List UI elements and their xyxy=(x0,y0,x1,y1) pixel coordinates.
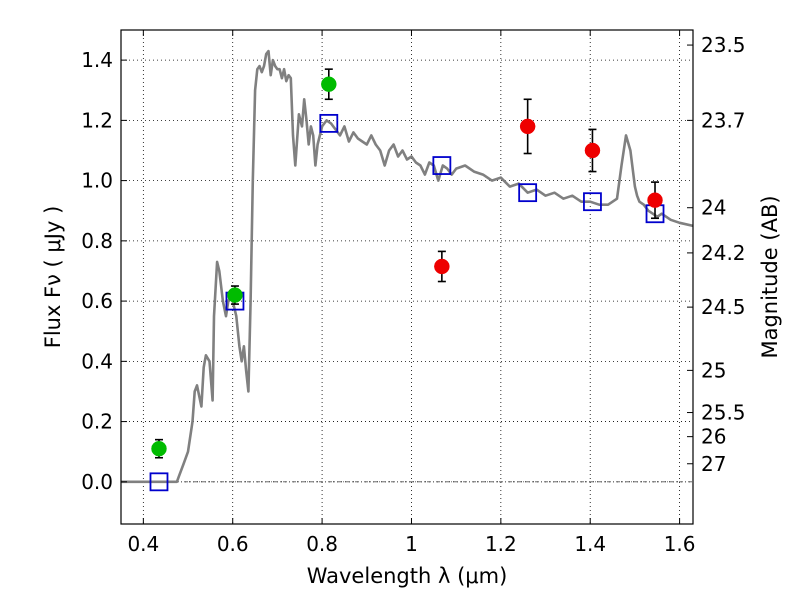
magnitude-tick-label: 26 xyxy=(701,425,726,449)
y-tick-label: 0.6 xyxy=(81,289,113,313)
detection-point xyxy=(434,258,450,275)
detection-point xyxy=(519,118,536,135)
x-tick-label: 1.6 xyxy=(664,532,696,556)
x-tick-label: 0.8 xyxy=(306,532,338,556)
magnitude-tick-label: 25 xyxy=(701,358,726,382)
magnitude-tick-label: 25.5 xyxy=(701,401,746,425)
magnitude-tick-label: 24.2 xyxy=(701,241,746,265)
magnitude-tick-label: 27 xyxy=(701,452,726,476)
detection-point xyxy=(227,287,243,303)
magnitude-tick-label: 24.5 xyxy=(701,295,746,319)
x-axis-label: Wavelength λ (μm) xyxy=(307,564,508,588)
grid xyxy=(121,30,693,524)
plot-frame xyxy=(120,29,694,525)
y-tick-label: 0.2 xyxy=(81,410,113,434)
plot-area xyxy=(121,49,693,492)
detection-point xyxy=(321,76,337,92)
x-tick-label: 0.4 xyxy=(127,532,159,556)
y-axis-label: Flux Fν ( μJy ) xyxy=(41,206,65,349)
x-tick-label: 0.6 xyxy=(217,532,249,556)
y-tick-label: 1.2 xyxy=(81,108,113,132)
detection-point xyxy=(647,192,663,208)
model-photometry-square xyxy=(518,183,538,203)
magnitude-tick-label: 23.7 xyxy=(701,108,746,132)
y-tick-label: 0.0 xyxy=(81,470,113,494)
model-photometry-square xyxy=(583,192,602,212)
detection-point xyxy=(151,440,167,457)
magnitude-axis-label: Magnitude (AB) xyxy=(758,195,782,358)
y-tick-label: 0.4 xyxy=(81,349,113,373)
magnitude-tick-label: 23.5 xyxy=(701,33,746,57)
model-photometry-square xyxy=(149,472,169,492)
y-tick-label: 1.0 xyxy=(81,169,113,193)
spectrum-line xyxy=(121,49,693,484)
detection-point xyxy=(584,142,601,159)
x-tick-label: 1.2 xyxy=(485,532,517,556)
y-tick-label: 0.8 xyxy=(81,229,113,253)
x-tick-label: 1 xyxy=(405,532,418,556)
x-tick-label: 1.4 xyxy=(574,532,606,556)
model-photometry-square xyxy=(319,113,339,133)
axis-ticks: 0.4 0.6 0.8 1 1.2 1.4 1.6 0.0 0.2 0.4 0.6 0.8 1.0 1.2… xyxy=(81,30,746,556)
magnitude-tick-label: 24 xyxy=(701,196,726,220)
y-tick-label: 1.4 xyxy=(81,48,113,72)
model-photometry-square xyxy=(432,156,452,175)
